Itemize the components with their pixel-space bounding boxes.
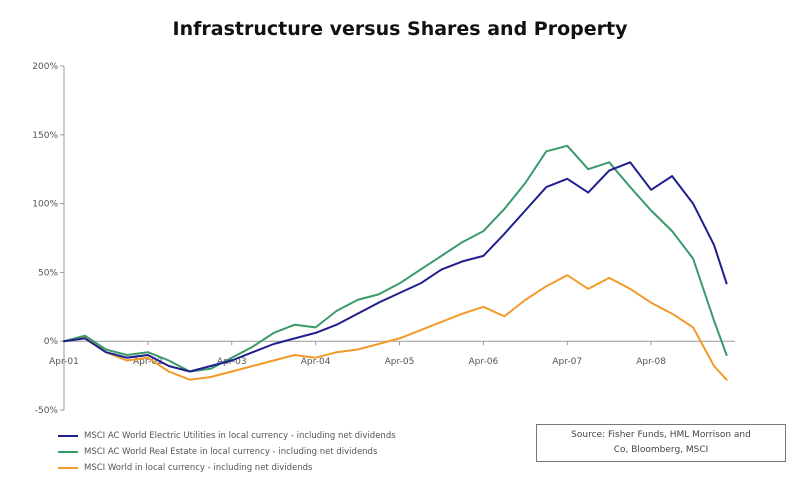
y-tick-label: 50% bbox=[38, 268, 58, 278]
source-line-2: Co, Bloomberg, MSCI bbox=[613, 445, 709, 455]
y-tick-label: 100% bbox=[32, 200, 58, 210]
legend-swatch-world bbox=[58, 467, 78, 469]
series-line-real-estate bbox=[63, 144, 728, 373]
legend-swatch-real-estate bbox=[58, 451, 78, 453]
chart-title: Infrastructure versus Shares and Propert… bbox=[172, 18, 628, 40]
legend-item-world: MSCI World in local currency - including… bbox=[58, 460, 518, 476]
y-tick-label: -50% bbox=[35, 406, 59, 416]
source-note: Source: Fisher Funds, HML Morrison and C… bbox=[536, 424, 786, 462]
series-line-world bbox=[63, 274, 728, 381]
x-tick-label: Apr-06 bbox=[469, 357, 499, 367]
x-tick-label: Apr-08 bbox=[636, 357, 666, 367]
legend-label-world: MSCI World in local currency - including… bbox=[84, 463, 313, 473]
legend-item-electric-utilities: MSCI AC World Electric Utilities in loca… bbox=[58, 428, 518, 444]
source-line-1: Source: Fisher Funds, HML Morrison and bbox=[571, 430, 751, 440]
series-line-electric-utilities bbox=[63, 161, 728, 373]
x-tick-label: Apr-03 bbox=[217, 357, 247, 367]
chart-legend: MSCI AC World Electric Utilities in loca… bbox=[58, 428, 518, 476]
legend-label-electric-utilities: MSCI AC World Electric Utilities in loca… bbox=[84, 431, 396, 441]
x-tick-label: Apr-04 bbox=[301, 357, 331, 367]
y-tick-label: 150% bbox=[32, 131, 58, 141]
legend-swatch-electric-utilities bbox=[58, 435, 78, 437]
y-tick-label: 0% bbox=[44, 337, 59, 347]
y-tick-label: 200% bbox=[32, 62, 58, 72]
legend-label-real-estate: MSCI AC World Real Estate in local curre… bbox=[84, 447, 378, 457]
x-tick-label: Apr-01 bbox=[49, 357, 79, 367]
x-tick-label: Apr-07 bbox=[552, 357, 582, 367]
legend-item-real-estate: MSCI AC World Real Estate in local curre… bbox=[58, 444, 518, 460]
x-tick-label: Apr-02 bbox=[133, 357, 163, 367]
x-tick-label: Apr-05 bbox=[385, 357, 415, 367]
